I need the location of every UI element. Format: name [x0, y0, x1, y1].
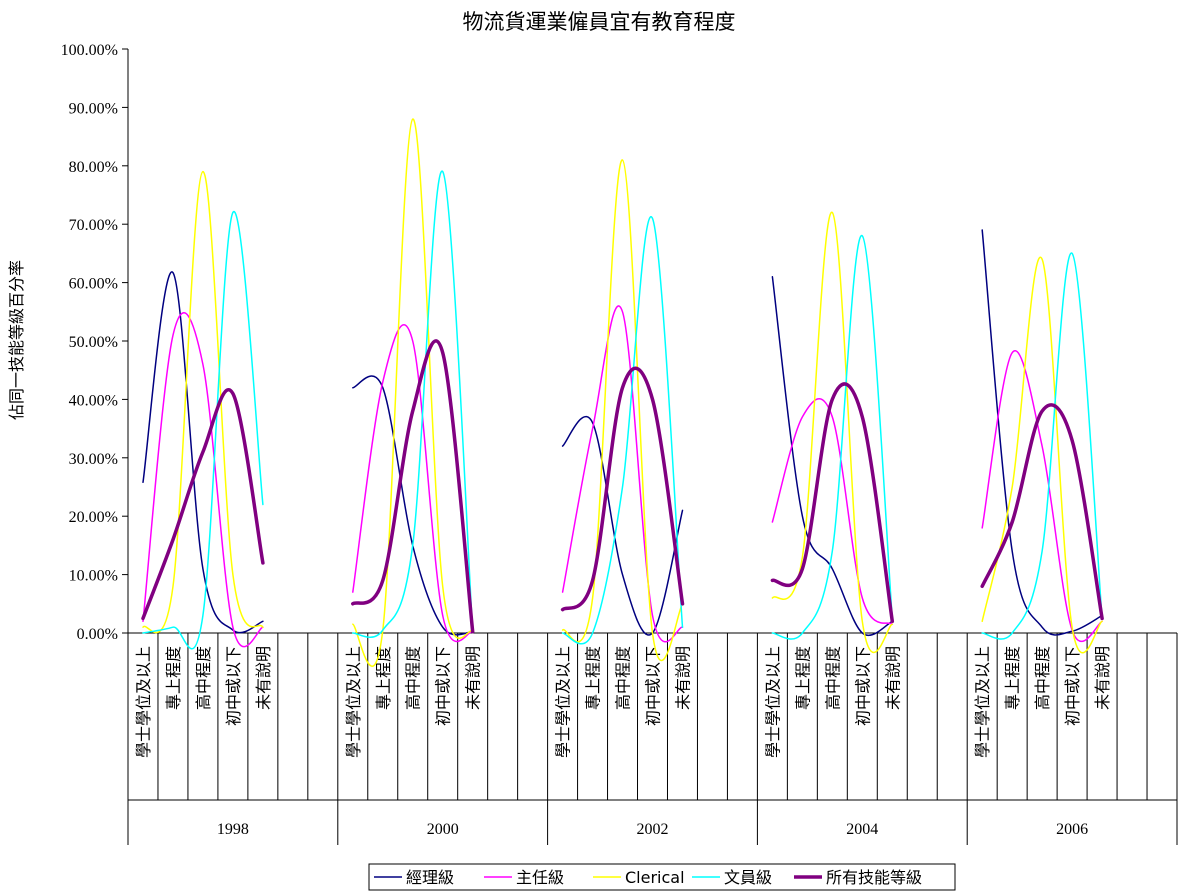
x-category-label: 初中或以下 — [644, 646, 663, 726]
x-category-label: 學士學位及以上 — [134, 646, 153, 758]
x-category-label: 高中程度 — [1033, 646, 1052, 710]
series-line — [352, 324, 474, 643]
series-line — [981, 229, 1103, 636]
x-axis: 學士學位及以上 專上程度 高中程度 初中或以下 未有說明1998學士學位及以上 專上程度高… — [127, 632, 1178, 845]
x-category-label: 未有說明 — [1093, 646, 1112, 710]
x-category-label: 初中或以下 — [224, 646, 243, 726]
x-group-label: 2004 — [846, 821, 878, 838]
x-category-label: 學士學位及以上 — [554, 646, 573, 758]
y-tick-label: 40.00% — [69, 392, 118, 409]
series-line — [771, 397, 894, 625]
series-lines — [141, 118, 1104, 667]
x-category-label: 高中程度 — [614, 646, 633, 710]
x-category-label: 專上程度 — [374, 646, 393, 710]
x-category-label: 學士學位及以上 — [344, 646, 363, 758]
y-tick-label: 20.00% — [69, 509, 118, 526]
x-category-label: 初中或以下 — [1063, 646, 1082, 726]
legend-entry-label: Clerical — [625, 868, 685, 887]
x-group-label: 1998 — [217, 821, 249, 838]
series-line — [771, 235, 894, 640]
legend-box — [368, 863, 956, 891]
series-line — [561, 415, 684, 636]
series-line — [771, 211, 894, 654]
legend-entry-label: 文員級 — [724, 868, 772, 887]
series-line — [560, 366, 685, 612]
x-category-label: 高中程度 — [823, 646, 842, 710]
series-line — [351, 339, 475, 634]
x-category-label: 初中或以下 — [434, 646, 453, 726]
x-category-label: 未有說明 — [464, 646, 483, 710]
x-category-label: 初中或以下 — [853, 646, 872, 726]
series-line — [352, 170, 474, 639]
series-line — [981, 256, 1103, 654]
x-category-label: 專上程度 — [164, 646, 183, 710]
chart-title: 物流貨運業僱員宜有教育程度 — [463, 10, 736, 34]
legend-entry-label: 所有技能等級 — [826, 868, 922, 887]
y-tick-label: 30.00% — [69, 451, 118, 468]
x-category-label: 專上程度 — [793, 646, 812, 710]
y-axis: 0.00% 10.00% 20.00% 30.00% 40.00% 50.00% 60.00… — [61, 42, 129, 643]
legend-entry-label: 經理級 — [406, 868, 454, 887]
y-tick-label: 50.00% — [69, 334, 118, 351]
x-category-label: 未有說明 — [673, 646, 692, 710]
x-group-label: 2002 — [637, 821, 669, 838]
y-tick-label: 80.00% — [69, 159, 118, 176]
y-tick-label: 60.00% — [69, 276, 118, 293]
x-group-label: 2000 — [427, 821, 459, 838]
y-axis-label: 佔同一技能等級百分率 — [7, 260, 26, 420]
y-tick-label: 0.00% — [77, 626, 118, 643]
y-tick-label: 10.00% — [69, 568, 118, 585]
series-line — [561, 215, 684, 645]
x-group-label: 2006 — [1056, 821, 1088, 838]
y-tick-label: 100.00% — [61, 42, 118, 59]
x-category-label: 未有說明 — [883, 646, 902, 710]
legend-entry-label: 主任級 — [516, 868, 564, 887]
series-line — [561, 305, 684, 643]
series-line — [142, 170, 264, 634]
series-line — [561, 159, 684, 662]
legend: 經理級 主任級 Clerical 文員級 所有技能等級 — [368, 863, 956, 891]
series-line — [142, 211, 264, 650]
x-category-label: 高中程度 — [194, 646, 213, 710]
x-category-label: 專上程度 — [584, 646, 603, 710]
x-category-label: 學士學位及以上 — [973, 646, 992, 758]
y-tick-label: 90.00% — [69, 100, 118, 117]
series-line — [142, 311, 264, 648]
x-category-label: 專上程度 — [1003, 646, 1022, 710]
y-tick-label: 70.00% — [69, 217, 118, 234]
series-line — [352, 118, 474, 667]
series-line — [981, 252, 1103, 640]
series-line — [770, 382, 895, 624]
x-category-label: 學士學位及以上 — [763, 646, 782, 758]
series-line — [141, 388, 265, 621]
series-line — [980, 403, 1104, 621]
x-category-label: 高中程度 — [404, 646, 423, 710]
x-category-label: 未有說明 — [254, 646, 273, 710]
